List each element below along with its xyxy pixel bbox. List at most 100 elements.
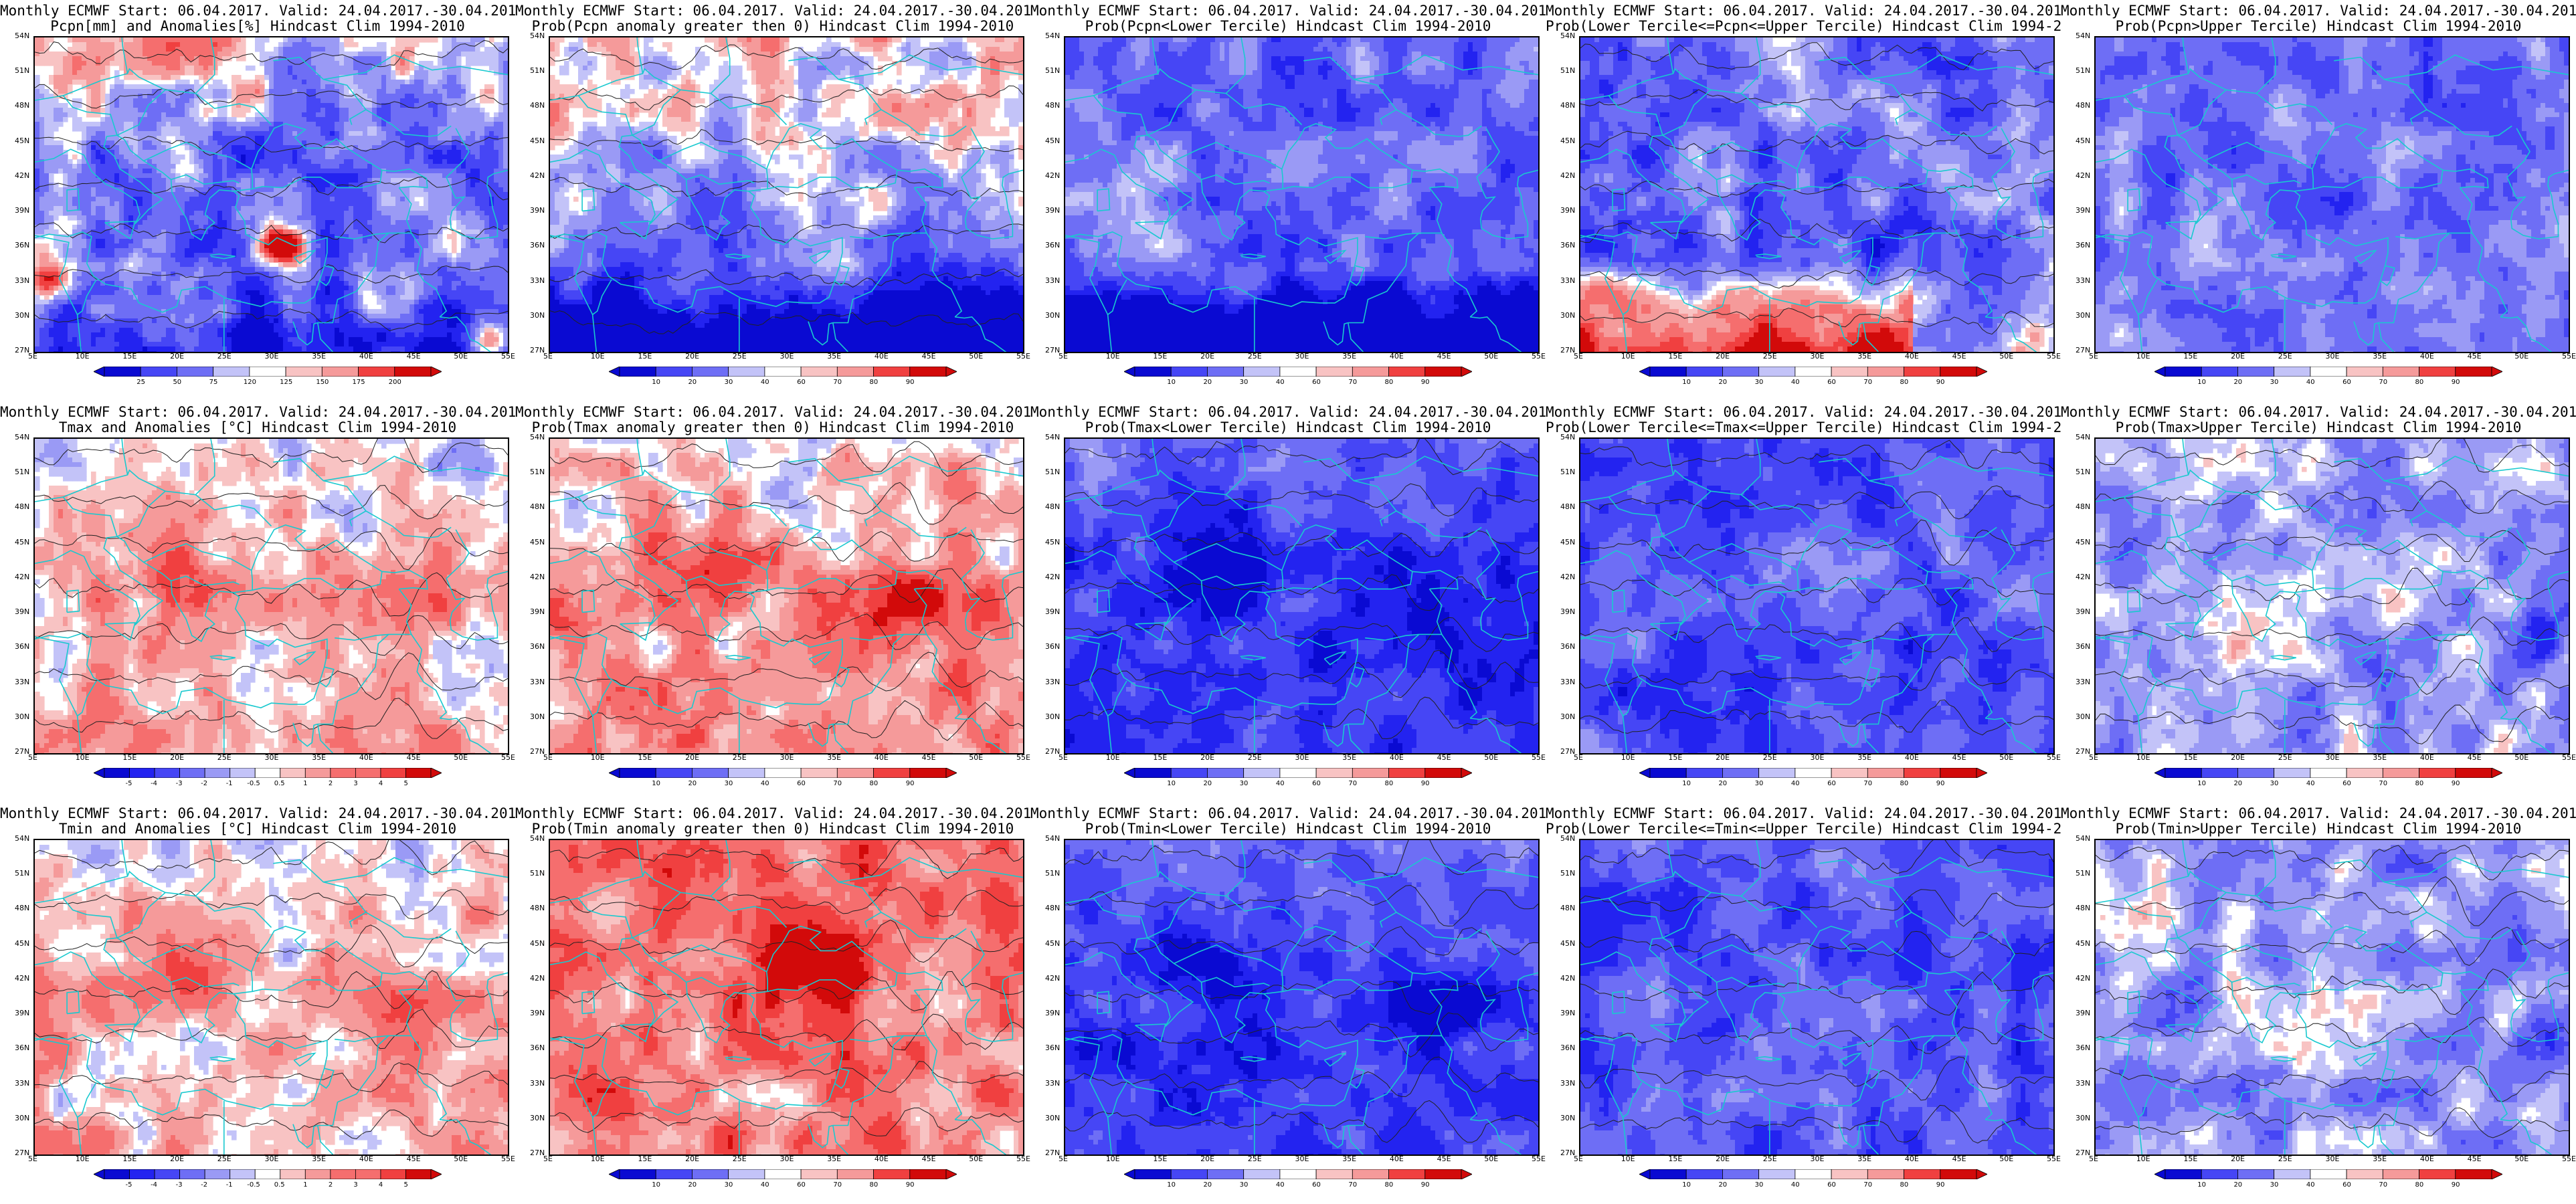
colorbar-bin <box>837 367 873 377</box>
colorbar-tick-label: 80 <box>2415 1181 2424 1189</box>
colorbar-bin <box>620 367 656 377</box>
map-panel: Monthly ECMWF Start: 06.04.2017. Valid: … <box>0 0 515 401</box>
colorbar-tick-label: 0.5 <box>274 1181 285 1189</box>
colorbar-bin <box>104 1169 130 1179</box>
colorbar-tick-label: 80 <box>870 1181 879 1189</box>
colorbar-tick-label: 10 <box>1167 379 1176 386</box>
lat-tick-label: 51N <box>530 468 545 476</box>
colorbar-tick-label: -4 <box>151 780 157 787</box>
colorbar-bin <box>1280 1169 1316 1179</box>
colorbar-arrow-left <box>2154 768 2165 778</box>
lon-tick-label: 5E <box>1574 1155 1583 1163</box>
colorbar-bin <box>765 1169 801 1179</box>
colorbar-bin <box>1280 367 1316 377</box>
lat-tick-label: 48N <box>2076 101 2090 110</box>
colorbar-tick-label: 30 <box>725 780 733 787</box>
colorbar-bin <box>331 768 356 778</box>
colorbar-bin <box>1135 768 1171 778</box>
lat-tick-label: 33N <box>15 678 29 686</box>
lon-tick-label: 30E <box>1811 753 1825 762</box>
map-canvas <box>35 37 508 352</box>
panel-title-line2: Prob(Tmin<Lower Tercile) Hindcast Clim 1… <box>1030 821 1546 837</box>
lon-tick-label: 20E <box>1716 753 1730 762</box>
lat-tick-label: 42N <box>15 974 29 983</box>
lon-tick-label: 55E <box>1016 352 1030 361</box>
lat-tick-label: 42N <box>1045 573 1060 581</box>
colorbar-bin <box>2347 768 2383 778</box>
lon-tick-label: 45E <box>1952 1155 1966 1163</box>
lat-tick-label: 48N <box>530 904 545 912</box>
lat-tick-label: 48N <box>15 101 29 110</box>
lat-tick-label: 27N <box>1560 346 1575 355</box>
colorbar-tick-label: 25 <box>136 379 145 386</box>
colorbar-bin <box>1831 768 1867 778</box>
panel-title-line1: Monthly ECMWF Start: 06.04.2017. Valid: … <box>0 404 515 420</box>
lat-tick-label: 27N <box>2076 346 2090 355</box>
lat-tick-label: 54N <box>1560 433 1575 441</box>
colorbar-tick-label: 5 <box>403 1181 407 1189</box>
lat-tick-label: 42N <box>1045 974 1060 983</box>
colorbar-bin <box>213 367 250 377</box>
colorbar-tick-label: 40 <box>1276 780 1285 787</box>
lon-tick-label: 5E <box>543 352 553 361</box>
colorbar-tick-label: 20 <box>1718 379 1727 386</box>
lat-tick-label: 27N <box>1560 747 1575 756</box>
colorbar-tick-label: 90 <box>1936 780 1945 787</box>
colorbar-prob <box>2154 367 2502 377</box>
colorbar-tick-label: 1 <box>303 1181 307 1189</box>
lat-tick-label: 30N <box>15 712 29 721</box>
colorbar-tick-label: 30 <box>725 379 733 386</box>
colorbar-tick-label: 30 <box>2270 780 2279 787</box>
lat-tick-label: 45N <box>15 538 29 546</box>
lat-tick-label: 36N <box>1560 642 1575 651</box>
colorbar-bin <box>355 768 381 778</box>
colorbar-bin <box>1831 367 1867 377</box>
lat-tick-label: 27N <box>1045 346 1060 355</box>
colorbar-bin <box>801 768 837 778</box>
lon-tick-label: 5E <box>28 1155 37 1163</box>
colorbar-bin <box>322 367 358 377</box>
colorbar-prob <box>2154 768 2502 778</box>
colorbar-arrow-left <box>2154 1169 2165 1179</box>
map-frame <box>1579 839 2055 1156</box>
lon-tick-label: 55E <box>1532 352 1546 361</box>
colorbar-bin <box>1135 367 1171 377</box>
colorbar-bin <box>837 1169 873 1179</box>
colorbar-bin <box>405 1169 431 1179</box>
lat-tick-label: 51N <box>15 66 29 75</box>
colorbar-tick-label: 3 <box>353 1181 357 1189</box>
lat-tick-label: 39N <box>1045 607 1060 616</box>
colorbar-bin <box>874 1169 910 1179</box>
lon-tick-label: 5E <box>543 1155 553 1163</box>
lat-tick-label: 30N <box>15 311 29 320</box>
colorbar-arrow-right <box>1461 367 1472 377</box>
lat-tick-label: 54N <box>2076 834 2090 843</box>
lon-tick-label: 15E <box>1153 1155 1167 1163</box>
map-canvas <box>1065 37 1538 352</box>
colorbar-bin <box>1795 367 1831 377</box>
map-panel: Monthly ECMWF Start: 06.04.2017. Valid: … <box>0 401 515 803</box>
colorbar-bin <box>910 367 946 377</box>
colorbar-tick-label: 120 <box>244 379 256 386</box>
colorbar-bin <box>1867 367 1904 377</box>
shaded-field <box>1065 439 1538 753</box>
lat-tick-label: 54N <box>530 834 545 843</box>
colorbar-bin <box>230 768 256 778</box>
map-panel: Monthly ECMWF Start: 06.04.2017. Valid: … <box>1030 803 1546 1204</box>
lat-tick-label: 36N <box>15 1043 29 1052</box>
lon-tick-label: 35E <box>312 1155 326 1163</box>
colorbar-tick-label: 70 <box>2379 780 2387 787</box>
colorbar-bin <box>177 367 213 377</box>
lon-tick-label: 15E <box>1668 753 1682 762</box>
colorbar-tick-label: 90 <box>2452 1181 2460 1189</box>
lon-tick-label: 40E <box>1905 352 1919 361</box>
lat-tick-label: 39N <box>530 206 545 215</box>
lat-tick-label: 27N <box>1045 1148 1060 1157</box>
lon-tick-label: 55E <box>501 753 515 762</box>
map-frame <box>1579 36 2055 353</box>
lon-tick-label: 45E <box>1952 753 1966 762</box>
colorbar-arrow-left <box>609 768 620 778</box>
colorbar-bin <box>1244 768 1280 778</box>
lon-tick-label: 35E <box>1857 352 1871 361</box>
colorbar-tick-label: 90 <box>2452 379 2460 386</box>
